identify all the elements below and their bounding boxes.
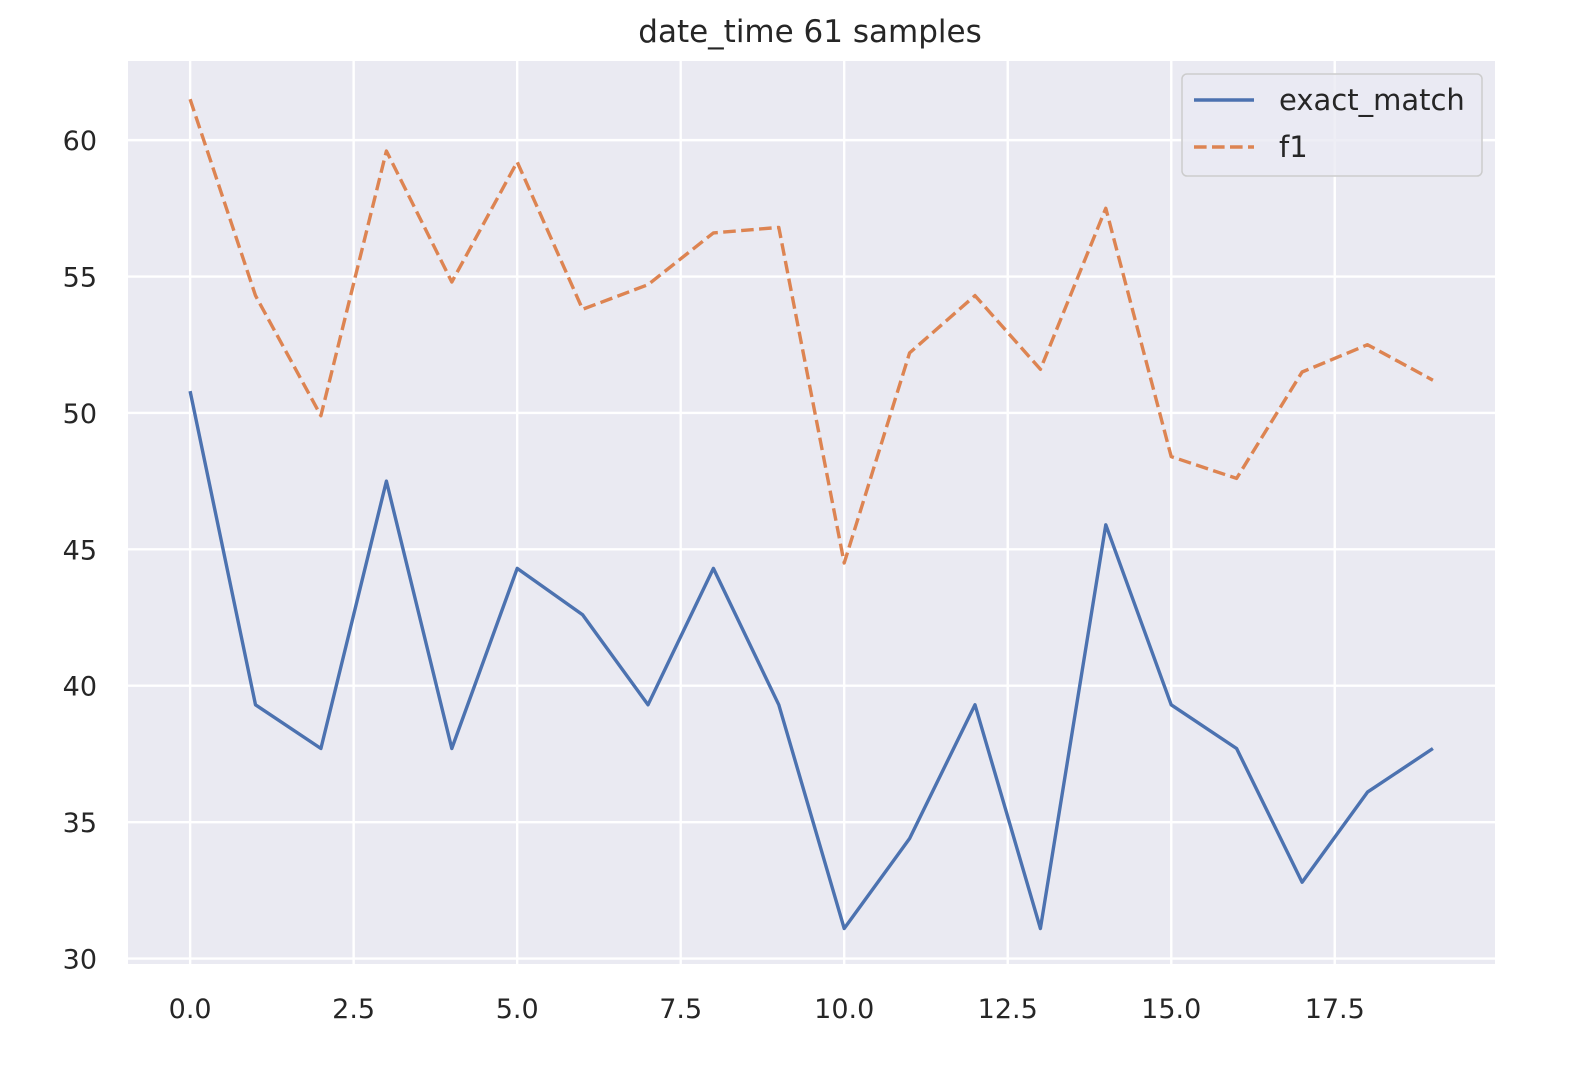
- x-tick-label: 17.5: [1305, 994, 1365, 1025]
- y-tick-label: 45: [63, 535, 97, 566]
- plot-area: [128, 61, 1495, 964]
- y-tick-label: 60: [63, 126, 97, 157]
- legend-box: [1181, 73, 1483, 177]
- y-tick-label: 50: [63, 399, 97, 430]
- y-axis: 30 35 40 45 50 55 60: [63, 126, 97, 975]
- x-tick-label: 7.5: [659, 994, 702, 1025]
- x-tick-label: 2.5: [332, 994, 375, 1025]
- legend-label: f1: [1279, 130, 1308, 164]
- y-tick-label: 35: [63, 808, 97, 839]
- series-line-exact-match: [188, 390, 1434, 931]
- legend-label: exact_match: [1279, 83, 1465, 117]
- chart-title: date_time 61 samples: [638, 14, 981, 50]
- y-tick-label: 30: [63, 945, 97, 976]
- x-tick-label: 5.0: [496, 994, 539, 1025]
- y-tick-label: 55: [63, 263, 97, 294]
- x-tick-label: 15.0: [1141, 994, 1201, 1025]
- x-tick-label: 12.5: [978, 994, 1038, 1025]
- x-axis: 0.0 2.5 5.0 7.5 10.0 12.5 15.0 17.5: [169, 994, 1365, 1025]
- series-lines: [188, 98, 1434, 931]
- series-line-f1: [188, 98, 1434, 565]
- x-tick-label: 10.0: [814, 994, 874, 1025]
- y-tick-label: 40: [63, 672, 97, 703]
- grid: [128, 61, 1495, 964]
- x-tick-label: 0.0: [169, 994, 212, 1025]
- legend[interactable]: exact_match f1: [1181, 73, 1483, 177]
